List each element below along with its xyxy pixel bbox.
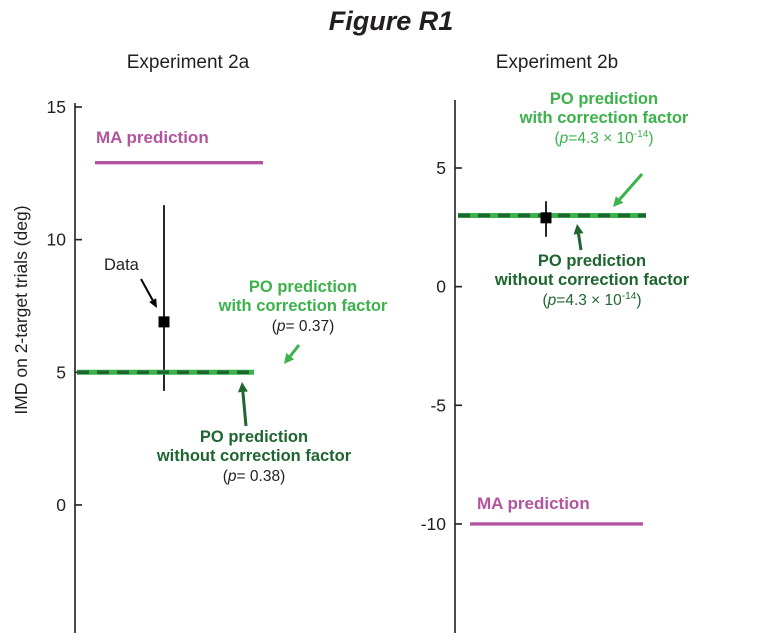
p-mid: =4.3 × 10 bbox=[556, 292, 622, 310]
p-open: ( bbox=[542, 292, 548, 310]
annotation-arrowhead bbox=[237, 382, 248, 393]
annotation-arrowhead bbox=[149, 298, 157, 308]
panel-2a-plot: 15 10 5 0 bbox=[47, 97, 301, 633]
tick-label: 5 bbox=[56, 362, 66, 382]
tick-label: 0 bbox=[56, 495, 66, 515]
tick-label: 5 bbox=[436, 158, 446, 178]
p-close: ) bbox=[648, 130, 654, 148]
po-with-pvalue-2b: (p=4.3 × 10-14) bbox=[495, 129, 713, 148]
annotation-arrowhead bbox=[613, 196, 624, 207]
annotation-arrow bbox=[140, 278, 154, 301]
p-var: p bbox=[559, 130, 569, 148]
p-exp: -14 bbox=[633, 129, 649, 141]
po-without-line2-2b: without correction factor bbox=[494, 270, 690, 289]
po-with-line2-2a: with correction factor bbox=[218, 296, 388, 315]
po-without-line2-2a: without correction factor bbox=[156, 446, 352, 465]
y-axis-label: IMD on 2-target trials (deg) bbox=[11, 205, 31, 415]
tick-label: -10 bbox=[421, 514, 447, 534]
po-with-line2-2b: with correction factor bbox=[519, 108, 689, 127]
p-close: ) bbox=[636, 292, 642, 310]
po-with-pvalue-2a: (p= 0.37) bbox=[206, 317, 400, 336]
data-point bbox=[540, 212, 552, 224]
data-label-2a: Data bbox=[104, 256, 139, 274]
p-open: ( bbox=[271, 318, 277, 336]
p-open: ( bbox=[554, 130, 560, 148]
annotation-arrowhead bbox=[284, 353, 295, 364]
panel-2b-title: Experiment 2b bbox=[495, 52, 619, 73]
annotation-arrow bbox=[241, 391, 248, 427]
p-mid: =4.3 × 10 bbox=[568, 130, 634, 148]
p-var: p bbox=[547, 292, 557, 310]
annotation-arrow bbox=[618, 173, 644, 201]
po-with-line1-2b: PO prediction bbox=[549, 90, 659, 108]
panel-2b-plot: 5 0 -5 -10 bbox=[421, 100, 646, 633]
panel-2a-title: Experiment 2a bbox=[126, 52, 250, 73]
p-open: ( bbox=[222, 468, 228, 486]
po-without-pvalue-2a: (p= 0.38) bbox=[155, 467, 353, 486]
po-without-line1-2a: PO prediction bbox=[199, 428, 309, 446]
po-without-label-2b: PO prediction without correction factor … bbox=[483, 252, 701, 310]
annotation-arrow bbox=[289, 344, 301, 358]
tick-label: 10 bbox=[47, 230, 67, 250]
po-with-label-2a: PO prediction with correction factor (p=… bbox=[206, 278, 400, 336]
figure-title: Figure R1 bbox=[328, 6, 454, 36]
ma-prediction-label-2a: MA prediction bbox=[96, 128, 209, 147]
annotation-arrow bbox=[577, 233, 583, 251]
data-point bbox=[158, 316, 170, 328]
annotation-arrowhead bbox=[573, 224, 584, 235]
po-with-line1-2a: PO prediction bbox=[248, 278, 358, 296]
p-mid: = 0.38) bbox=[236, 468, 286, 486]
ma-prediction-label-2b: MA prediction bbox=[477, 494, 590, 513]
po-with-label-2b: PO prediction with correction factor (p=… bbox=[495, 90, 713, 148]
p-mid: = 0.37) bbox=[285, 318, 335, 336]
tick-label: 0 bbox=[436, 277, 446, 297]
p-var: p bbox=[276, 318, 286, 336]
po-without-pvalue-2b: (p=4.3 × 10-14) bbox=[483, 291, 701, 310]
tick-label: -5 bbox=[430, 395, 446, 415]
po-without-line1-2b: PO prediction bbox=[537, 252, 647, 270]
p-var: p bbox=[227, 468, 237, 486]
po-without-label-2a: PO prediction without correction factor … bbox=[155, 428, 353, 486]
p-exp: -14 bbox=[621, 291, 637, 303]
tick-label: 15 bbox=[47, 97, 66, 117]
